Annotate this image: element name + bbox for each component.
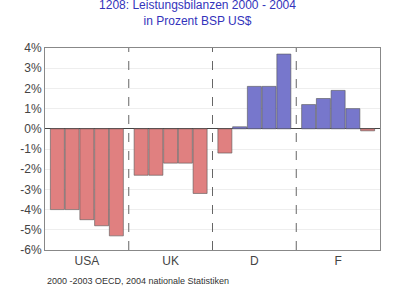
svg-text:-1%: -1% bbox=[20, 142, 42, 156]
svg-text:USA: USA bbox=[75, 254, 100, 268]
svg-text:1%: 1% bbox=[24, 102, 42, 116]
svg-text:1208: Leistungsbilanzen 2000 -: 1208: Leistungsbilanzen 2000 - 2004in Pr… bbox=[99, 0, 296, 28]
svg-text:D: D bbox=[250, 254, 259, 268]
svg-text:0%: 0% bbox=[24, 122, 42, 136]
svg-text:-3%: -3% bbox=[20, 183, 42, 197]
svg-text:-6%: -6% bbox=[20, 243, 42, 257]
svg-text:-4%: -4% bbox=[20, 203, 42, 217]
svg-text:F: F bbox=[334, 254, 341, 268]
svg-text:2000 -2003 OECD, 2004 national: 2000 -2003 OECD, 2004 nationale Statisti… bbox=[47, 276, 229, 286]
svg-text:-2%: -2% bbox=[20, 162, 42, 176]
svg-text:4%: 4% bbox=[24, 41, 42, 55]
svg-text:2%: 2% bbox=[24, 82, 42, 96]
svg-text:-5%: -5% bbox=[20, 223, 42, 237]
svg-text:UK: UK bbox=[162, 254, 179, 268]
svg-text:3%: 3% bbox=[24, 61, 42, 75]
